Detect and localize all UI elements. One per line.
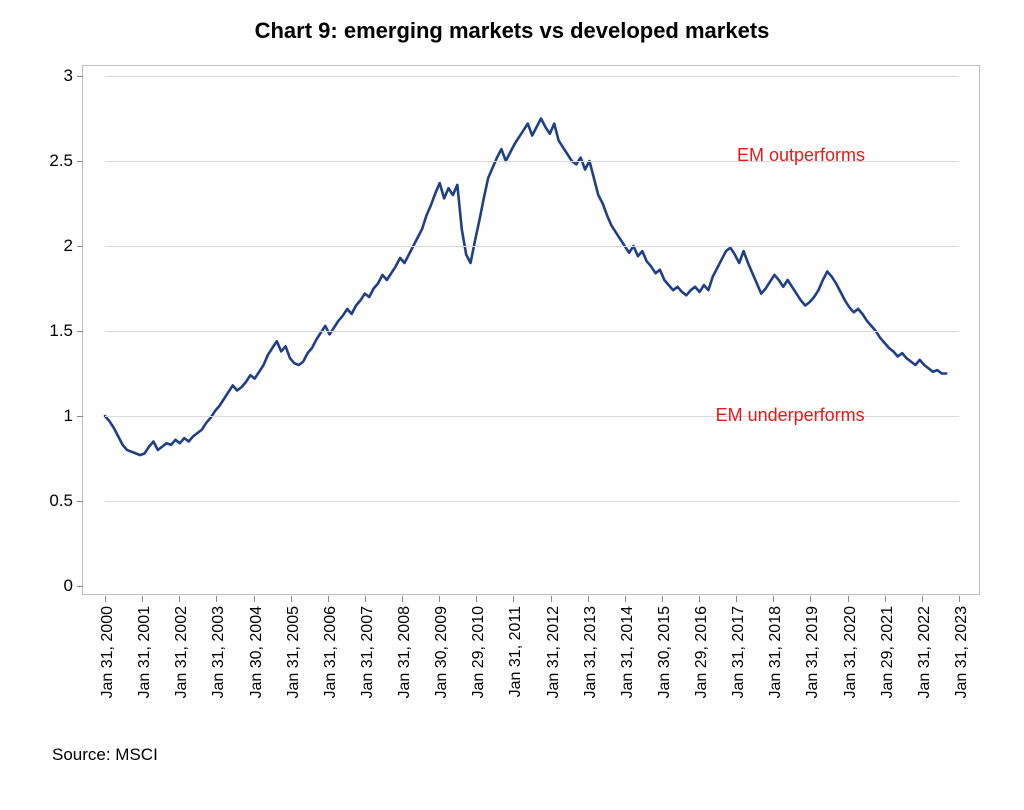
- x-tick-label: Jan 30, 2009: [433, 606, 451, 699]
- y-tick-label: 1: [64, 406, 73, 426]
- y-tick-label: 0: [64, 576, 73, 596]
- chart-title: Chart 9: emerging markets vs developed m…: [24, 18, 1000, 44]
- gridline: [105, 246, 959, 247]
- x-tick-label: Jan 31, 2020: [842, 606, 860, 699]
- x-tick-label: Jan 31, 2000: [99, 606, 117, 699]
- x-tick-label: Jan 31, 2007: [359, 606, 377, 699]
- gridline: [105, 76, 959, 77]
- x-tick-label: Jan 31, 2001: [136, 606, 154, 699]
- y-tick-label: 3: [64, 66, 73, 86]
- x-tick-label: Jan 31, 2023: [953, 606, 971, 699]
- x-tick-label: Jan 31, 2008: [396, 606, 414, 699]
- chart-source: Source: MSCI: [52, 745, 158, 765]
- x-tick-label: Jan 31, 2014: [619, 606, 637, 699]
- x-tick-label: Jan 29, 2010: [470, 606, 488, 699]
- x-tick-label: Jan 31, 2011: [507, 606, 525, 697]
- x-tick-label: Jan 31, 2018: [767, 606, 785, 699]
- x-tick-label: Jan 31, 2013: [582, 606, 600, 699]
- y-tick-label: 1.5: [49, 321, 73, 341]
- x-tick-label: Jan 31, 2005: [285, 606, 303, 699]
- x-tick-label: Jan 31, 2003: [210, 606, 228, 699]
- annotation-label: EM outperforms: [737, 145, 865, 166]
- y-tick-label: 2.5: [49, 151, 73, 171]
- x-tick-label: Jan 31, 2012: [545, 606, 563, 699]
- x-tick-label: Jan 31, 2017: [730, 606, 748, 699]
- x-tick-label: Jan 31, 2002: [173, 606, 191, 699]
- chart-container: Chart 9: emerging markets vs developed m…: [0, 0, 1024, 810]
- x-tick-label: Jan 29, 2021: [879, 606, 897, 699]
- x-tick-label: Jan 31, 2006: [322, 606, 340, 699]
- x-tick-label: Jan 31, 2022: [916, 606, 934, 699]
- chart-plot-box: 00.511.522.53Jan 31, 2000Jan 31, 2001Jan…: [82, 65, 980, 595]
- annotation-label: EM underperforms: [716, 405, 865, 426]
- y-tick-label: 2: [64, 236, 73, 256]
- gridline: [105, 331, 959, 332]
- x-tick-label: Jan 30, 2015: [656, 606, 674, 699]
- y-tick-label: 0.5: [49, 491, 73, 511]
- x-tick-label: Jan 29, 2016: [693, 606, 711, 699]
- x-tick-label: Jan 30, 2004: [248, 606, 266, 699]
- gridline: [105, 501, 959, 502]
- x-tick-label: Jan 31, 2019: [804, 606, 822, 699]
